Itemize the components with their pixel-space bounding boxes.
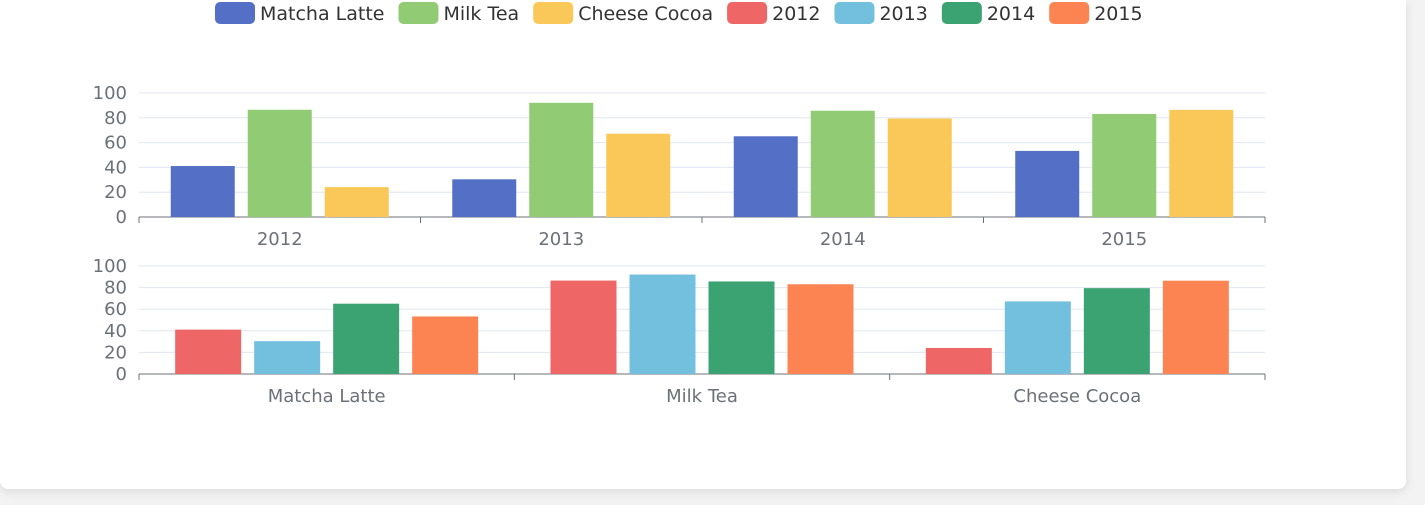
legend-item-2013[interactable]: 2013 xyxy=(834,2,928,25)
legend-item-matcha-latte[interactable]: Matcha Latte xyxy=(215,2,384,25)
chart-card: Matcha Latte Milk Tea Cheese Cocoa 2012 2013… xyxy=(0,0,1406,489)
legend-label: Matcha Latte xyxy=(260,3,384,25)
y-tick-label: 0 xyxy=(116,207,127,228)
bar-2012-matcha-latte[interactable] xyxy=(175,329,242,374)
bar-2012-milk-tea[interactable] xyxy=(550,280,617,374)
chart-by-year: 0 20 40 60 80 100 2012 2013 2014 2015 xyxy=(93,83,1266,250)
legend-swatch xyxy=(727,2,768,24)
bar-2013-milk-tea[interactable] xyxy=(629,274,696,374)
bar-2014-milk-tea[interactable] xyxy=(708,281,775,374)
bar-matcha-latte-2012[interactable] xyxy=(170,166,235,217)
legend-item-2014[interactable]: 2014 xyxy=(941,2,1035,25)
bar-2012-cheese-cocoa[interactable] xyxy=(925,347,992,374)
bar-2013-matcha-latte[interactable] xyxy=(254,341,321,374)
legend-item-cheese-cocoa[interactable]: Cheese Cocoa xyxy=(533,2,713,25)
x-tick-label: Matcha Latte xyxy=(268,386,386,407)
y-tick-label: 20 xyxy=(104,342,127,363)
legend-label: 2014 xyxy=(987,3,1035,25)
x-tick-label: Milk Tea xyxy=(666,386,738,407)
legend-item-2015[interactable]: 2015 xyxy=(1049,2,1143,25)
bar-matcha-latte-2013[interactable] xyxy=(452,179,517,217)
bar-2013-cheese-cocoa[interactable] xyxy=(1004,301,1071,374)
legend-swatch xyxy=(215,2,255,24)
legend-swatch xyxy=(1049,2,1090,24)
y-tick-label: 40 xyxy=(104,157,127,178)
legend-label: Milk Tea xyxy=(443,3,519,25)
legend-swatch xyxy=(834,2,875,24)
x-tick-label: 2012 xyxy=(257,229,303,250)
x-tick-label: 2015 xyxy=(1101,229,1147,250)
y-tick-label: 0 xyxy=(116,364,127,385)
bar-2014-cheese-cocoa[interactable] xyxy=(1083,288,1150,374)
legend-swatch xyxy=(533,2,574,24)
legend-label: 2013 xyxy=(879,3,927,25)
legend-item-2012[interactable]: 2012 xyxy=(727,2,820,25)
y-tick-label: 60 xyxy=(104,133,127,154)
legend-label: 2015 xyxy=(1094,3,1142,25)
bar-cheese-cocoa-2013[interactable] xyxy=(606,133,671,217)
x-tick-label: 2013 xyxy=(538,229,584,250)
bar-matcha-latte-2015[interactable] xyxy=(1015,150,1080,217)
x-tick-label: Cheese Cocoa xyxy=(1013,386,1141,407)
bar-matcha-latte-2014[interactable] xyxy=(733,136,798,217)
bar-cheese-cocoa-2014[interactable] xyxy=(887,118,952,217)
legend: Matcha Latte Milk Tea Cheese Cocoa 2012 2013… xyxy=(215,2,1143,25)
legend-item-milk-tea[interactable]: Milk Tea xyxy=(398,2,519,25)
bar-milk-tea-2014[interactable] xyxy=(810,110,875,217)
bar-2015-cheese-cocoa[interactable] xyxy=(1162,280,1229,374)
legend-label: 2012 xyxy=(772,3,820,25)
bar-cheese-cocoa-2015[interactable] xyxy=(1169,109,1234,217)
y-tick-label: 80 xyxy=(104,278,127,299)
y-tick-label: 100 xyxy=(93,256,127,277)
bar-2014-matcha-latte[interactable] xyxy=(333,303,400,374)
bar-milk-tea-2015[interactable] xyxy=(1092,113,1157,217)
x-tick-label: 2014 xyxy=(820,229,866,250)
legend-label: Cheese Cocoa xyxy=(578,3,713,25)
y-tick-label: 100 xyxy=(93,83,127,104)
bar-cheese-cocoa-2012[interactable] xyxy=(324,187,389,217)
chart-svg: Matcha Latte Milk Tea Cheese Cocoa 2012 2013… xyxy=(93,2,1266,407)
y-tick-label: 40 xyxy=(104,321,127,342)
legend-swatch xyxy=(398,2,439,24)
bar-milk-tea-2013[interactable] xyxy=(529,102,594,217)
legend-swatch xyxy=(941,2,982,24)
bar-2015-matcha-latte[interactable] xyxy=(412,316,479,374)
bar-2015-milk-tea[interactable] xyxy=(787,284,854,374)
y-tick-label: 20 xyxy=(104,182,127,203)
y-tick-label: 80 xyxy=(104,108,127,129)
bar-milk-tea-2012[interactable] xyxy=(247,109,312,217)
y-tick-label: 60 xyxy=(104,299,127,320)
